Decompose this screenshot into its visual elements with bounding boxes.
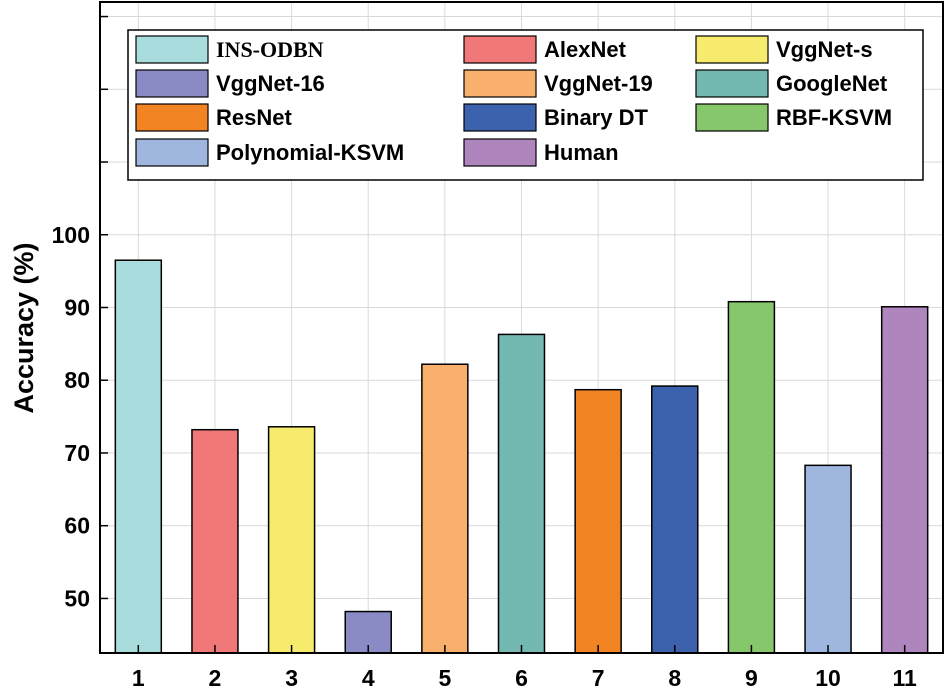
legend-swatch: [463, 138, 537, 167]
legend-swatch: [463, 103, 537, 132]
legend-swatch: [135, 69, 209, 98]
legend-swatch: [135, 103, 209, 132]
legend-swatch: [463, 69, 537, 98]
bar: [727, 300, 776, 654]
x-tick-label: 4: [362, 665, 375, 691]
legend-label: AlexNet: [544, 37, 627, 62]
legend-label: INS-ODBN: [216, 37, 324, 62]
legend-swatch: [135, 35, 209, 64]
x-tick-label: 6: [515, 665, 528, 691]
bar: [191, 428, 239, 654]
legend-label: VggNet-19: [544, 71, 653, 96]
x-tick-label: 5: [438, 665, 451, 691]
bar: [421, 363, 469, 654]
y-axis: 50 60 70 80 90 100: [52, 15, 108, 611]
bar: [497, 333, 546, 654]
legend-label: VggNet-16: [216, 71, 325, 96]
legend-label: GoogleNet: [776, 71, 888, 96]
x-tick-label: 1: [132, 665, 145, 691]
bar: [574, 388, 622, 654]
y-tick-label: 50: [64, 585, 90, 611]
bar: [114, 259, 163, 654]
bar: [267, 426, 316, 654]
x-tick-label: 7: [592, 665, 605, 691]
legend-swatch: [463, 35, 537, 64]
y-tick-label: 90: [64, 294, 90, 320]
x-tick-label: 9: [745, 665, 758, 691]
legend-label: ResNet: [216, 105, 292, 130]
legend-swatch: [695, 103, 769, 132]
legend-swatch: [695, 35, 769, 64]
y-tick-label: 60: [64, 513, 90, 539]
x-tick-label: 10: [815, 665, 841, 691]
bars: [114, 259, 929, 654]
x-tick-label: 8: [668, 665, 681, 691]
legend-label: Binary DT: [544, 105, 648, 130]
legend-label: VggNet-s: [776, 37, 873, 62]
legend-swatch: [695, 69, 769, 98]
legend-label: Polynomial-KSVM: [216, 140, 404, 165]
bar: [804, 464, 852, 654]
legend-label: RBF-KSVM: [776, 105, 892, 130]
y-tick-label: 80: [64, 367, 90, 393]
x-tick-label: 11: [893, 665, 918, 691]
bar: [880, 306, 929, 654]
y-tick-label: 100: [52, 222, 90, 248]
x-tick-label: 2: [209, 665, 222, 691]
bar: [651, 385, 699, 654]
y-axis-title: Accuracy (%): [9, 242, 39, 413]
x-tick-label: 3: [285, 665, 298, 691]
legend-label: Human: [544, 140, 619, 165]
y-tick-label: 70: [64, 440, 90, 466]
legend-swatch: [135, 138, 209, 167]
legend: INS-ODBN AlexNet VggNet-s VggNet-16 VggNet-1…: [127, 29, 924, 181]
x-axis: 1 2 3 4 5 6 7 8 9 10 11: [132, 645, 917, 691]
